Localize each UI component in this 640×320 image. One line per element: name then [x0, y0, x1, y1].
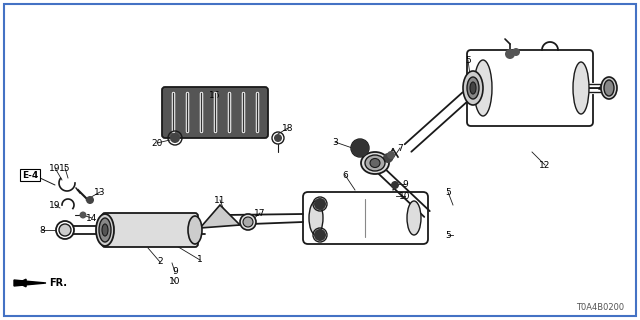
Polygon shape	[200, 205, 240, 228]
FancyBboxPatch shape	[467, 50, 593, 126]
Circle shape	[56, 221, 74, 239]
Circle shape	[505, 49, 515, 59]
Ellipse shape	[361, 152, 389, 174]
Circle shape	[314, 229, 326, 241]
Text: 11: 11	[214, 196, 226, 204]
Text: 20: 20	[151, 139, 163, 148]
Circle shape	[351, 139, 369, 157]
Text: T0A4B0200: T0A4B0200	[576, 303, 624, 313]
Text: 16: 16	[209, 91, 221, 100]
Ellipse shape	[188, 216, 202, 244]
Ellipse shape	[102, 224, 108, 236]
Ellipse shape	[463, 71, 483, 105]
FancyBboxPatch shape	[102, 213, 198, 247]
Circle shape	[240, 214, 256, 230]
Circle shape	[314, 198, 326, 210]
Text: 14: 14	[86, 213, 98, 222]
Text: 7: 7	[397, 143, 403, 153]
Text: 19: 19	[49, 164, 61, 172]
Ellipse shape	[467, 77, 479, 99]
Ellipse shape	[370, 158, 380, 167]
Circle shape	[170, 133, 180, 143]
Text: 5: 5	[445, 188, 451, 196]
Circle shape	[243, 217, 253, 227]
Ellipse shape	[601, 77, 617, 99]
Text: 19: 19	[49, 201, 61, 210]
Text: 4: 4	[597, 84, 603, 92]
Circle shape	[512, 48, 520, 56]
Text: 1: 1	[197, 255, 203, 265]
Text: 6: 6	[342, 171, 348, 180]
Text: E-4: E-4	[22, 171, 38, 180]
Text: 10: 10	[399, 191, 411, 201]
Text: 15: 15	[60, 164, 71, 172]
Text: FR.: FR.	[49, 278, 67, 288]
Circle shape	[387, 151, 395, 159]
Circle shape	[391, 181, 399, 189]
Ellipse shape	[573, 62, 589, 114]
Ellipse shape	[96, 214, 114, 246]
Circle shape	[274, 134, 282, 142]
Circle shape	[79, 212, 86, 219]
Circle shape	[355, 143, 365, 153]
Ellipse shape	[474, 60, 492, 116]
FancyBboxPatch shape	[303, 192, 428, 244]
Text: 2: 2	[157, 258, 163, 267]
Text: 17: 17	[254, 209, 266, 218]
Text: 12: 12	[540, 161, 550, 170]
Ellipse shape	[99, 218, 111, 242]
Text: 13: 13	[94, 188, 106, 196]
Ellipse shape	[309, 201, 323, 235]
Text: 10: 10	[169, 277, 180, 286]
Ellipse shape	[407, 201, 421, 235]
Ellipse shape	[365, 155, 385, 171]
Text: 18: 18	[282, 124, 294, 132]
Text: 9: 9	[172, 268, 178, 276]
Text: 8: 8	[39, 226, 45, 235]
Text: 9: 9	[402, 180, 408, 188]
Circle shape	[86, 196, 94, 204]
Circle shape	[351, 139, 369, 157]
Text: 3: 3	[332, 138, 338, 147]
Text: 5: 5	[465, 55, 471, 65]
Ellipse shape	[604, 80, 614, 96]
Ellipse shape	[470, 82, 476, 94]
Polygon shape	[14, 280, 46, 286]
Circle shape	[59, 224, 71, 236]
FancyBboxPatch shape	[162, 87, 268, 138]
Text: 5: 5	[445, 230, 451, 239]
Circle shape	[383, 153, 393, 163]
